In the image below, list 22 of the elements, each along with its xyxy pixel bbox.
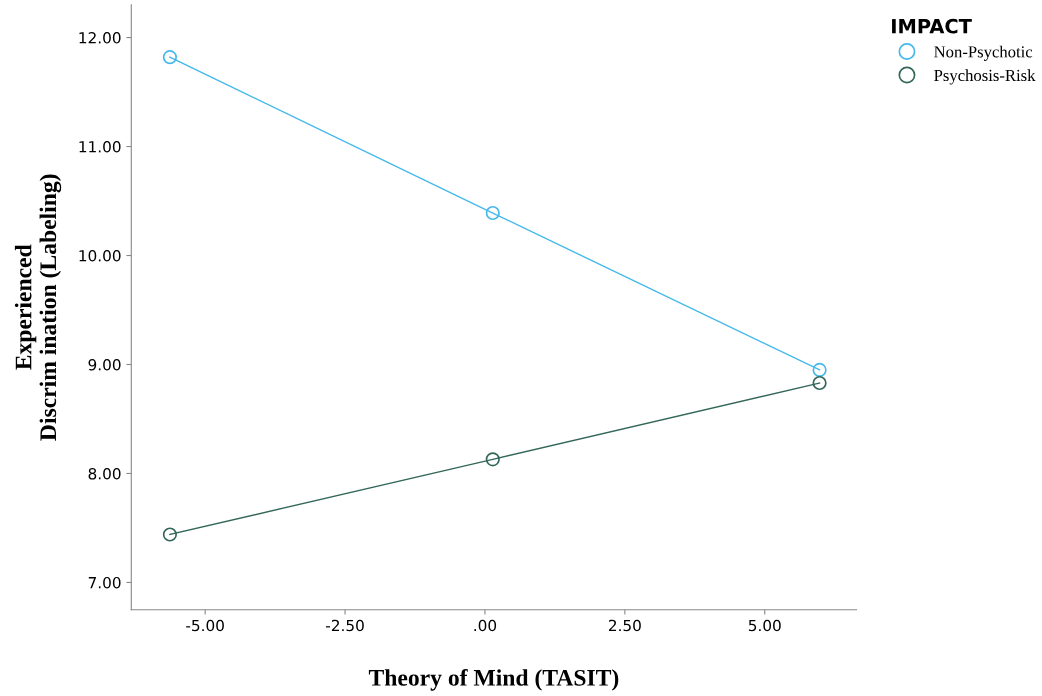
y-tick-label: 12.00 bbox=[79, 32, 121, 44]
x-tick-label: -5.00 bbox=[186, 619, 224, 632]
y-tick-label: 7.00 bbox=[88, 576, 121, 589]
x-tick-label: -2.50 bbox=[326, 619, 364, 632]
point bbox=[162, 527, 177, 542]
x-tick-label: 5.00 bbox=[748, 619, 781, 632]
x-axis-title: Theory of Mind (TASIT) bbox=[368, 668, 619, 691]
legend-label: Psychosis-Risk bbox=[934, 69, 1036, 85]
y-tick-label: 9.00 bbox=[88, 358, 121, 371]
point bbox=[162, 50, 177, 65]
legend-label: Non-Psychotic bbox=[934, 45, 1033, 61]
y-tick-label: 11.00 bbox=[79, 141, 121, 153]
x-tick-label: .00 bbox=[474, 619, 497, 632]
point bbox=[812, 375, 827, 391]
x-tick-label: 2.50 bbox=[608, 619, 641, 632]
legend-title: IMPACT bbox=[892, 18, 972, 34]
y-tick-label: 8.00 bbox=[88, 467, 121, 480]
point bbox=[812, 362, 827, 378]
point bbox=[485, 452, 500, 467]
y-tick-label: 10.00 bbox=[79, 249, 121, 262]
point bbox=[485, 205, 500, 221]
y-axis-title: Experienced Discrim ination (Labeling) bbox=[14, 174, 62, 441]
